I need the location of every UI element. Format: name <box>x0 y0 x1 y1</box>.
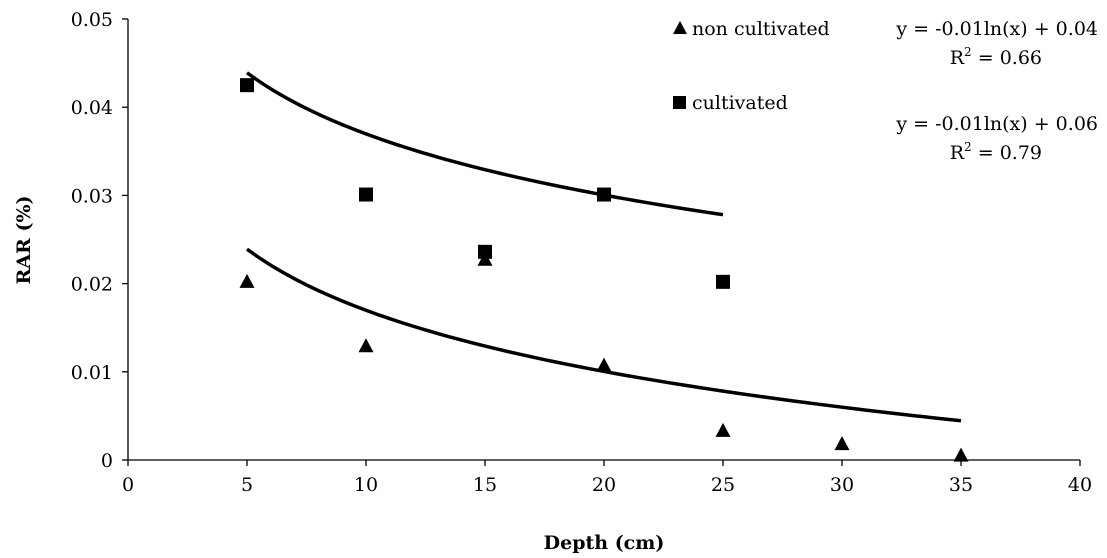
trendline-equation-non-cultivated: y = -0.01ln(x) + 0.04 <box>895 18 1098 40</box>
r-squared-cultivated: R2 = 0.79 <box>950 140 1042 164</box>
legend-label-non-cultivated: non cultivated <box>692 18 830 40</box>
legend-marker-non-cultivated <box>673 21 687 34</box>
point-cultivated <box>478 244 492 259</box>
point-non-cultivated <box>596 357 612 372</box>
y-tick-label: 0.04 <box>71 97 113 119</box>
x-tick-label: 5 <box>241 474 253 496</box>
r-squared-non-cultivated: R2 = 0.66 <box>950 45 1042 69</box>
point-non-cultivated <box>239 273 255 288</box>
point-non-cultivated <box>358 338 374 353</box>
x-tick-label: 20 <box>592 474 616 496</box>
trendline-equation-cultivated: y = -0.01ln(x) + 0.06 <box>895 113 1098 135</box>
y-tick-label: 0.02 <box>71 274 113 296</box>
x-tick-label: 40 <box>1068 474 1092 496</box>
y-axis-title: RAR (%) <box>13 196 35 285</box>
x-tick-label: 10 <box>354 474 378 496</box>
y-axis-ticks: 0 0.01 0.02 0.03 0.04 0.05 <box>71 9 128 472</box>
point-non-cultivated <box>953 447 969 462</box>
x-axis-title: Depth (cm) <box>544 532 665 554</box>
equation-non-cultivated: y = -0.01ln(x) + 0.04 R2 = 0.66 <box>895 18 1098 69</box>
r-squared-value-non-cultivated: 0.66 <box>1000 47 1042 69</box>
y-tick-label: 0.01 <box>71 362 113 384</box>
equation-cultivated: y = -0.01ln(x) + 0.06 R2 = 0.79 <box>895 113 1098 164</box>
point-cultivated <box>597 187 611 202</box>
point-cultivated <box>240 78 254 93</box>
point-cultivated <box>359 187 373 202</box>
legend-marker-cultivated <box>673 96 686 109</box>
legend: non cultivated cultivated <box>673 18 830 114</box>
y-tick-label: 0.05 <box>71 9 113 31</box>
x-tick-label: 25 <box>711 474 735 496</box>
legend-label-cultivated: cultivated <box>692 92 788 114</box>
point-non-cultivated <box>715 422 731 437</box>
y-tick-label: 0 <box>101 450 113 472</box>
trendline-non-cultivated <box>245 247 962 423</box>
x-tick-label: 15 <box>473 474 497 496</box>
x-axis-ticks: 0 5 10 15 20 25 30 35 40 <box>122 460 1092 496</box>
trendline-cultivated <box>245 71 724 217</box>
point-cultivated <box>716 274 730 289</box>
x-tick-label: 35 <box>949 474 973 496</box>
point-non-cultivated <box>834 436 850 451</box>
y-tick-label: 0.03 <box>71 185 113 207</box>
r-squared-value-cultivated: 0.79 <box>1000 142 1042 164</box>
data-points <box>239 78 969 462</box>
x-tick-label: 0 <box>122 474 134 496</box>
x-tick-label: 30 <box>830 474 854 496</box>
